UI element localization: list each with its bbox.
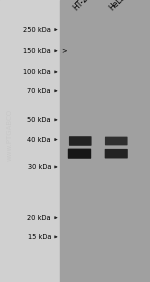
Text: 150 kDa: 150 kDa xyxy=(23,48,51,54)
FancyBboxPatch shape xyxy=(105,149,128,158)
Text: HeLa: HeLa xyxy=(108,0,128,13)
Bar xyxy=(60,0,150,282)
FancyBboxPatch shape xyxy=(105,137,128,146)
Text: 30 kDa: 30 kDa xyxy=(27,164,51,170)
FancyBboxPatch shape xyxy=(68,149,91,159)
Text: HT-29: HT-29 xyxy=(72,0,94,13)
Text: www.PTGABCO: www.PTGABCO xyxy=(7,109,13,161)
FancyBboxPatch shape xyxy=(69,136,92,146)
Text: 40 kDa: 40 kDa xyxy=(27,136,51,143)
Bar xyxy=(0,0,60,282)
Text: 50 kDa: 50 kDa xyxy=(27,117,51,123)
Text: 250 kDa: 250 kDa xyxy=(23,27,51,33)
Text: 15 kDa: 15 kDa xyxy=(27,234,51,240)
Text: 70 kDa: 70 kDa xyxy=(27,88,51,94)
Text: 100 kDa: 100 kDa xyxy=(23,69,51,75)
Text: >: > xyxy=(61,48,66,54)
Text: 20 kDa: 20 kDa xyxy=(27,215,51,221)
